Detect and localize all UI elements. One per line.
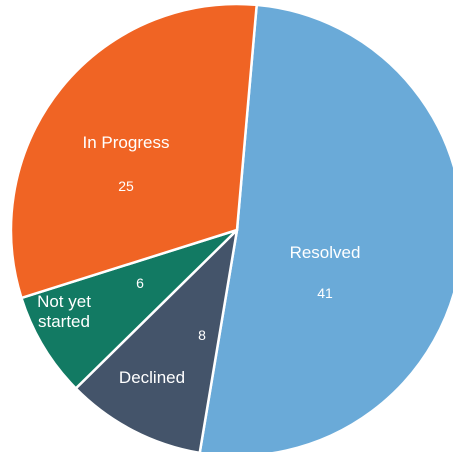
slice-label: In Progress: [82, 133, 170, 152]
value-label: 25: [118, 178, 134, 194]
pie-slice: [74, 226, 239, 452]
value-label: 8: [198, 327, 206, 343]
slice-label: Not yet started: [37, 292, 91, 331]
value-label: 41: [317, 285, 333, 301]
slice-label: Declined: [118, 368, 186, 387]
pie-slice: [19, 228, 238, 391]
slice-label: Resolved: [289, 243, 361, 262]
pie-slice: [9, 2, 259, 300]
pie-slice: [198, 3, 453, 452]
value-label: 6: [136, 275, 144, 291]
